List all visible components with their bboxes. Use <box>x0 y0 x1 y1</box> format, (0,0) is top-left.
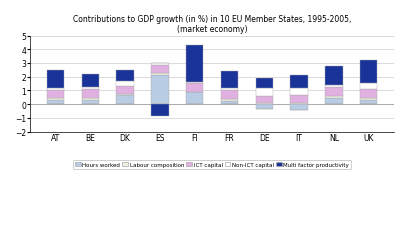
Bar <box>360 99 378 101</box>
Bar <box>151 105 169 116</box>
Bar <box>151 74 169 75</box>
Bar <box>256 79 273 89</box>
Bar <box>82 75 99 88</box>
Bar <box>47 70 64 89</box>
Bar <box>221 101 238 105</box>
Bar <box>290 96 308 104</box>
Bar <box>186 84 203 92</box>
Bar <box>151 66 169 74</box>
Bar <box>290 75 308 88</box>
Bar <box>117 81 134 87</box>
Bar <box>47 101 64 105</box>
Bar <box>47 89 64 90</box>
Bar <box>290 104 308 105</box>
Bar <box>151 75 169 105</box>
Bar <box>256 96 273 104</box>
Bar <box>117 94 134 96</box>
Bar <box>82 101 99 105</box>
Bar <box>325 97 343 99</box>
Bar <box>221 72 238 89</box>
Bar <box>47 99 64 101</box>
Title: Contributions to GDP growth (in %) in 10 EU Member States, 1995-2005,
(market ec: Contributions to GDP growth (in %) in 10… <box>73 15 351 34</box>
Bar <box>256 104 273 105</box>
Bar <box>117 70 134 81</box>
Legend: Hours worked, Labour composition, ICT capital, Non-ICT capital, Multi factor pro: Hours worked, Labour composition, ICT ca… <box>73 160 351 169</box>
Bar <box>325 99 343 105</box>
Bar <box>82 99 99 101</box>
Bar <box>186 46 203 82</box>
Bar <box>325 88 343 97</box>
Bar <box>221 91 238 99</box>
Bar <box>82 90 99 99</box>
Bar <box>360 61 378 84</box>
Bar <box>221 99 238 101</box>
Bar <box>186 93 203 105</box>
Bar <box>360 89 378 99</box>
Bar <box>256 89 273 96</box>
Bar <box>221 89 238 91</box>
Bar <box>290 88 308 96</box>
Bar <box>117 87 134 94</box>
Bar <box>47 90 64 99</box>
Bar <box>186 82 203 84</box>
Bar <box>360 101 378 105</box>
Bar <box>151 64 169 66</box>
Bar <box>117 96 134 105</box>
Bar <box>256 105 273 110</box>
Bar <box>325 86 343 88</box>
Bar <box>325 66 343 86</box>
Bar <box>360 84 378 89</box>
Bar <box>82 88 99 90</box>
Bar <box>186 92 203 93</box>
Bar <box>290 105 308 111</box>
